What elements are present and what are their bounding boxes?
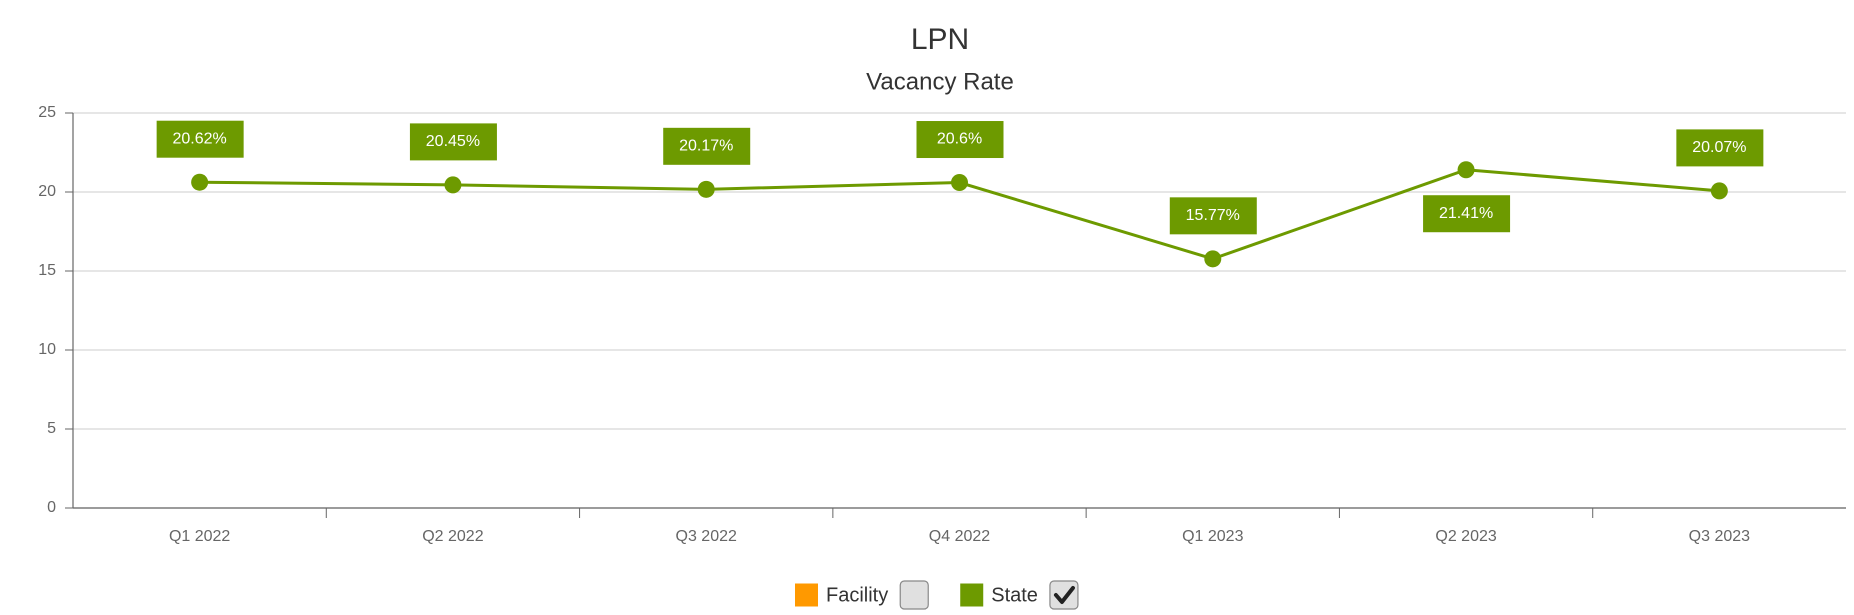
point xyxy=(1710,182,1728,200)
legend-label: Facility xyxy=(826,584,888,606)
value-label-box xyxy=(1423,195,1511,233)
legend-label: State xyxy=(991,584,1038,606)
value-label-box xyxy=(1676,129,1764,167)
point xyxy=(697,180,715,198)
x-tick-label: Q1 2022 xyxy=(169,528,230,545)
y-tick-label: 20 xyxy=(38,183,56,200)
chart-title: LPN xyxy=(911,23,969,56)
x-tick-label: Q2 2022 xyxy=(422,528,483,545)
value-label: 20.6% xyxy=(937,131,982,148)
value-label-box xyxy=(1169,197,1257,235)
x-tick-label: Q1 2023 xyxy=(1182,528,1243,545)
x-tick-label: Q4 2022 xyxy=(929,528,990,545)
x-tick-label: Q2 2023 xyxy=(1435,528,1496,545)
value-label: 20.17% xyxy=(679,138,733,155)
y-tick-label: 5 xyxy=(47,420,56,437)
point xyxy=(191,173,209,191)
value-label: 20.07% xyxy=(1692,139,1746,156)
x-tick-label: Q3 2022 xyxy=(676,528,737,545)
x-tick-label: Q3 2023 xyxy=(1689,528,1750,545)
value-label-box xyxy=(663,127,751,165)
value-label-box xyxy=(916,121,1004,159)
y-tick-label: 10 xyxy=(38,341,56,358)
value-label: 21.41% xyxy=(1439,205,1493,222)
checkmark xyxy=(1053,586,1075,604)
point xyxy=(1204,250,1222,268)
value-label-box xyxy=(156,120,244,158)
value-label-box xyxy=(409,123,497,161)
chart-subtitle: Vacancy Rate xyxy=(866,68,1014,95)
legend-swatch xyxy=(960,583,984,607)
value-label: 20.45% xyxy=(426,133,480,150)
y-tick-label: 25 xyxy=(38,104,56,121)
legend-swatch xyxy=(795,583,818,607)
point xyxy=(444,176,462,194)
y-tick-label: 15 xyxy=(38,262,56,279)
y-tick-label: 0 xyxy=(47,499,56,516)
point xyxy=(1457,161,1475,179)
value-label: 20.62% xyxy=(173,130,227,147)
legend-checkbox[interactable] xyxy=(899,580,929,610)
value-label: 15.77% xyxy=(1186,207,1240,224)
point xyxy=(951,174,968,192)
